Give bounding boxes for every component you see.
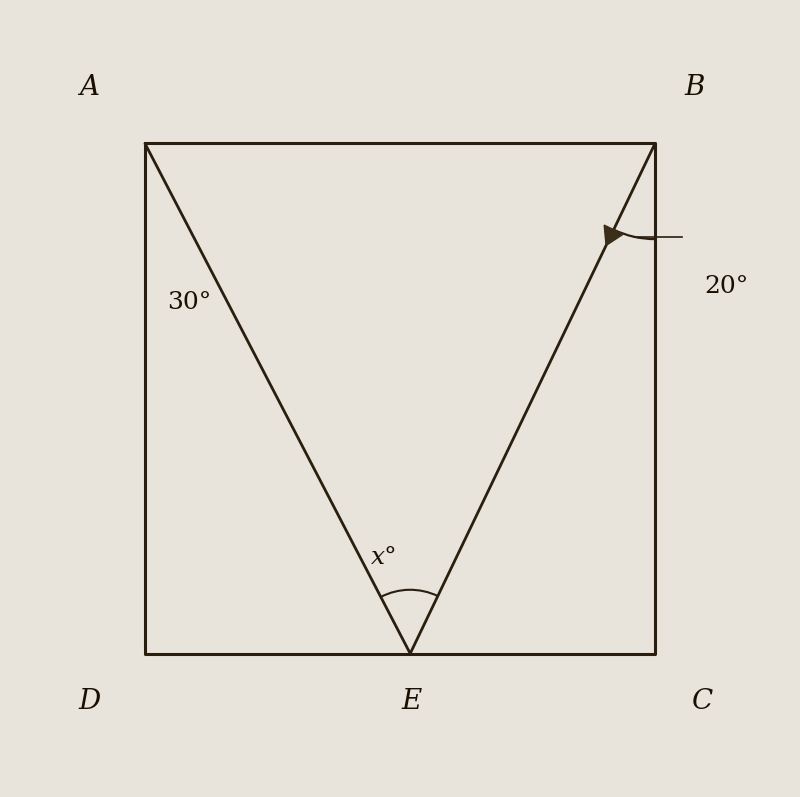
Text: E: E bbox=[402, 688, 422, 715]
Polygon shape bbox=[604, 225, 623, 245]
Text: A: A bbox=[79, 74, 99, 101]
Text: 20°: 20° bbox=[705, 276, 749, 298]
Text: x°: x° bbox=[370, 547, 398, 569]
Text: D: D bbox=[78, 688, 100, 715]
Text: 30°: 30° bbox=[166, 292, 211, 314]
Text: C: C bbox=[692, 688, 714, 715]
Text: B: B bbox=[685, 74, 705, 101]
